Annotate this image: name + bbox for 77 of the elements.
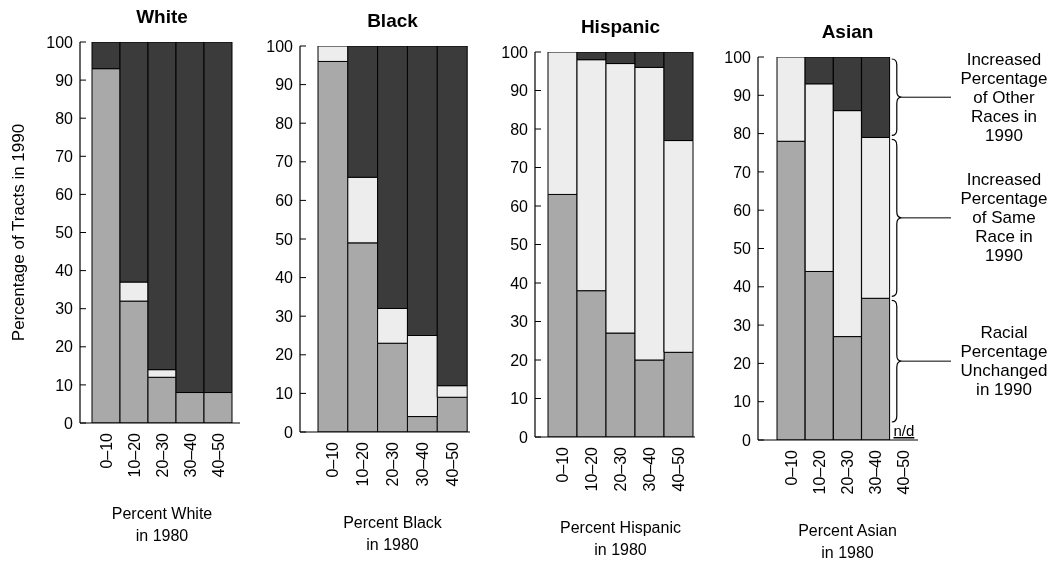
y-tick-label: 0 (519, 428, 529, 446)
text: Racial Percentage Unchanged in 1990 (959, 323, 1049, 400)
y-tick-label: 20 (55, 338, 74, 356)
chart-title: White (135, 6, 189, 28)
y-tick-label: 90 (733, 86, 752, 104)
y-tick-label: 50 (733, 240, 752, 258)
y-tick-label: 30 (55, 300, 74, 318)
x-axis-title: Percent Hispanic in 1980 (559, 518, 682, 560)
x-axis-title: Percent Asian in 1980 (797, 521, 898, 563)
legend-label: Increased Percentage of Other Races in 1990 (959, 49, 1049, 145)
x-tick-label: 20–30 (612, 446, 630, 492)
annotation: n/d (893, 422, 915, 439)
y-tick-label: 70 (55, 147, 74, 165)
y-tick-label: 10 (733, 393, 752, 411)
y-tick-label: 80 (275, 114, 294, 132)
x-tick-label: 10–20 (125, 432, 143, 478)
x-tick-label: 20–30 (384, 441, 402, 487)
x-tick-label: 30–40 (413, 441, 431, 487)
y-tick-label: 90 (510, 82, 529, 100)
y-tick-label: 30 (733, 316, 752, 334)
x-tick-label: 40–50 (443, 441, 461, 487)
y-tick-label: 70 (510, 159, 529, 177)
x-tick-label: 30–40 (867, 449, 885, 495)
y-tick-label: 40 (733, 278, 752, 296)
x-tick-label: 30–40 (181, 432, 199, 478)
x-tick-label: 40–50 (895, 449, 913, 495)
y-tick-label: 40 (275, 269, 294, 287)
chart-title: Hispanic (579, 16, 662, 38)
y-tick-label: 50 (55, 224, 74, 242)
y-tick-label: 70 (275, 153, 294, 171)
x-tick-label: 20–30 (153, 432, 171, 478)
x-tick-label: 40–50 (209, 432, 227, 478)
y-tick-label: 80 (733, 125, 752, 143)
x-tick-label: 20–30 (839, 449, 857, 495)
y-tick-label: 100 (266, 37, 294, 55)
x-tick-label: 0–10 (97, 432, 115, 469)
x-tick-label: 0–10 (324, 441, 342, 478)
x-tick-label: 10–20 (354, 441, 372, 487)
y-tick-label: 60 (510, 197, 529, 215)
x-tick-label: 0–10 (554, 446, 572, 483)
y-tick-label: 100 (724, 48, 752, 66)
x-tick-label: 10–20 (583, 446, 601, 492)
y-tick-label: 0 (742, 431, 752, 449)
y-tick-label: 80 (55, 109, 74, 127)
y-tick-label: 90 (55, 71, 74, 89)
y-tick-label: 100 (501, 43, 529, 61)
y-tick-label: 80 (510, 120, 529, 138)
chart-title: Black (366, 10, 419, 32)
x-tick-label: 0–10 (782, 449, 800, 486)
y-tick-label: 40 (55, 262, 74, 280)
y-tick-label: 0 (64, 414, 74, 432)
y-tick-label: 0 (284, 423, 294, 441)
y-tick-label: 20 (733, 355, 752, 373)
x-tick-label: 10–20 (810, 449, 828, 495)
y-tick-label: 10 (55, 376, 74, 394)
y-tick-label: 50 (510, 236, 529, 254)
y-tick-label: 20 (510, 351, 529, 369)
y-tick-label: 60 (733, 201, 752, 219)
y-tick-label: 30 (510, 313, 529, 331)
x-tick-label: 30–40 (641, 446, 659, 492)
x-tick-label: 40–50 (670, 446, 688, 492)
y-tick-label: 60 (275, 192, 294, 210)
y-tick-label: 50 (275, 230, 294, 248)
y-axis-title: Percentage of Tracts in 1990 (8, 123, 28, 342)
y-tick-label: 30 (275, 307, 294, 325)
y-tick-label: 60 (55, 186, 74, 204)
chart-title: Asian (820, 21, 875, 43)
y-tick-label: 100 (46, 33, 74, 51)
y-tick-label: 70 (733, 163, 752, 181)
y-tick-label: 90 (275, 76, 294, 94)
y-tick-label: 10 (275, 385, 294, 403)
x-axis-title: Percent Black in 1980 (342, 513, 443, 555)
y-tick-label: 20 (275, 346, 294, 364)
y-tick-label: 10 (510, 390, 529, 408)
legend-label: Increased Percentage of Same Race in 1990 (959, 170, 1049, 266)
x-axis-title: Percent White in 1980 (110, 504, 214, 546)
y-tick-label: 40 (510, 274, 529, 292)
